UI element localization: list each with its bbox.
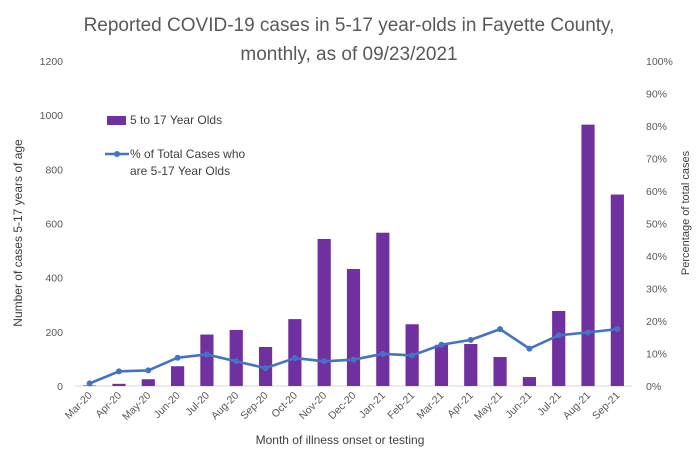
x-axis-label: Month of illness onset or testing bbox=[256, 433, 425, 447]
line-point bbox=[497, 326, 504, 333]
line-point bbox=[262, 365, 269, 372]
bar bbox=[581, 124, 595, 386]
y2-axis-ticks: 0% 10% 20% 30% 40% 50% 60% 70% 80% 90% 100% bbox=[646, 56, 673, 393]
bar bbox=[493, 357, 507, 386]
y2-tick-label: 50% bbox=[646, 219, 667, 231]
y2-tick-label: 70% bbox=[646, 154, 667, 166]
y2-tick-label: 0% bbox=[646, 381, 661, 393]
bar bbox=[288, 319, 302, 386]
bar bbox=[229, 329, 243, 386]
x-tick-label: Aug-21 bbox=[561, 390, 594, 423]
line-point bbox=[350, 356, 357, 363]
y2-tick-label: 40% bbox=[646, 251, 667, 263]
bar bbox=[434, 344, 449, 386]
line-point bbox=[291, 355, 298, 362]
y2-tick-label: 60% bbox=[646, 186, 667, 198]
line-point bbox=[467, 336, 474, 343]
y2-tick-label: 10% bbox=[646, 349, 667, 361]
bar bbox=[552, 310, 566, 386]
y2-tick-label: 30% bbox=[646, 284, 667, 296]
legend-line-label-2: are 5-17 Year Olds bbox=[130, 164, 230, 178]
x-tick-label: Jun-20 bbox=[152, 390, 183, 421]
bar bbox=[464, 344, 478, 386]
y-tick-label: 0 bbox=[57, 381, 63, 393]
line-point bbox=[379, 350, 386, 357]
y-tick-label: 200 bbox=[45, 327, 63, 339]
y2-tick-label: 100% bbox=[646, 56, 673, 68]
line-point bbox=[233, 358, 240, 365]
line-series bbox=[86, 326, 621, 387]
legend: 5 to 17 Year Olds % of Total Cases who a… bbox=[105, 113, 245, 178]
x-tick-label: Dec-20 bbox=[326, 390, 359, 423]
x-tick-label: Apr-20 bbox=[93, 390, 124, 421]
bar-series bbox=[83, 124, 624, 386]
y2-tick-label: 20% bbox=[646, 316, 667, 328]
x-tick-label: Aug-20 bbox=[209, 390, 242, 423]
x-tick-label: Nov-20 bbox=[297, 390, 330, 423]
y-tick-label: 400 bbox=[45, 273, 63, 285]
bar bbox=[346, 269, 361, 386]
x-tick-label: Sep-21 bbox=[590, 390, 623, 423]
bar bbox=[317, 238, 331, 386]
line-point bbox=[555, 332, 562, 339]
y-axis-ticks: 0 200 400 600 800 1000 1200 bbox=[40, 56, 64, 393]
x-tick-label: Apr-21 bbox=[445, 390, 476, 421]
bar bbox=[200, 334, 214, 386]
x-tick-label: Jun-21 bbox=[503, 390, 534, 421]
y2-axis-label: Percentage of total cases bbox=[680, 150, 692, 275]
x-tick-label: Oct-20 bbox=[269, 390, 300, 421]
chart-title-line-2: monthly, as of 09/23/2021 bbox=[240, 44, 457, 65]
line-point bbox=[526, 345, 533, 352]
legend-bar-label: 5 to 17 Year Olds bbox=[130, 113, 222, 127]
line-point bbox=[145, 367, 152, 374]
x-tick-label: Jul-20 bbox=[183, 390, 212, 419]
y2-tick-label: 80% bbox=[646, 121, 667, 133]
y-tick-label: 1000 bbox=[40, 110, 64, 122]
chart-title-line-1: Reported COVID-19 cases in 5-17 year-old… bbox=[84, 15, 615, 36]
line-point bbox=[585, 329, 592, 336]
legend-line-marker bbox=[114, 151, 120, 157]
x-tick-label: Mar-21 bbox=[415, 390, 447, 422]
line-point bbox=[203, 351, 210, 358]
line-point bbox=[115, 368, 122, 375]
line-point bbox=[438, 341, 445, 348]
x-tick-label: Sep-20 bbox=[238, 390, 271, 423]
x-tick-label: Jan-21 bbox=[357, 390, 388, 421]
y2-tick-label: 90% bbox=[646, 89, 667, 101]
x-tick-label: May-20 bbox=[120, 390, 153, 423]
line-point bbox=[409, 352, 416, 359]
bar bbox=[522, 377, 536, 386]
bar bbox=[376, 232, 390, 386]
x-tick-label: Feb-21 bbox=[385, 390, 417, 422]
legend-line-label-1: % of Total Cases who bbox=[130, 147, 245, 161]
y-tick-label: 800 bbox=[45, 164, 63, 176]
x-tick-label: May-21 bbox=[472, 390, 505, 423]
y-tick-label: 1200 bbox=[40, 56, 64, 68]
y-axis-label: Number of cases 5-17 years of age bbox=[11, 139, 25, 327]
y-tick-label: 600 bbox=[45, 219, 63, 231]
line-point bbox=[86, 380, 93, 387]
legend-bar-swatch bbox=[107, 116, 126, 125]
line-point bbox=[174, 354, 181, 361]
x-tick-label: Jul-21 bbox=[535, 390, 564, 419]
line-point bbox=[614, 326, 621, 333]
bar bbox=[141, 379, 155, 386]
x-tick-label: Mar-20 bbox=[63, 390, 95, 422]
line-point bbox=[321, 358, 328, 365]
bar bbox=[610, 194, 624, 386]
bar bbox=[171, 366, 185, 386]
bar bbox=[112, 383, 126, 386]
